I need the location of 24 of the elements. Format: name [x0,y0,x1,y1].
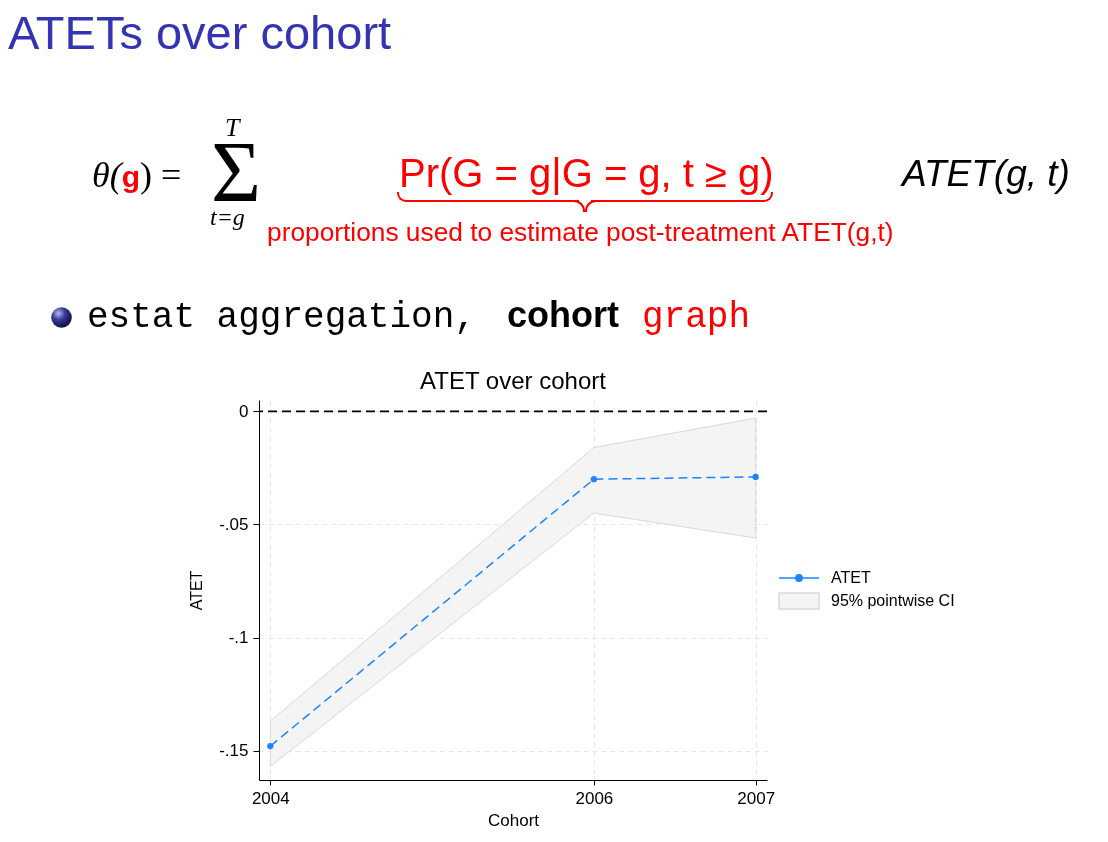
text: graph [642,297,751,338]
chart-title: ATET over cohort [420,367,607,394]
text: proportions used to estimate post-treatment ATET(g,t) [267,217,894,247]
y-tick-label: -.15 [219,741,249,761]
x-tick-label: 2006 [575,788,614,808]
text: cohort [507,294,619,335]
y-tick-label: -.1 [228,628,249,647]
y-tick-label: 0 [239,401,249,421]
x-axis-title: Cohort [487,810,540,830]
point [267,742,274,750]
text: θ( [92,155,122,195]
y-tick-label: -.05 [219,514,249,534]
point [752,473,759,481]
x-tick-label: 2004 [251,788,290,808]
y-axis-title: ATET [188,570,206,611]
legend-label: 95% pointwise CI [831,592,955,609]
point [590,476,598,483]
text: ATETs over cohort [8,6,392,59]
text: estat aggregation, [87,297,476,338]
legend-label: ATET [831,569,871,586]
text: Pr(G = g|G = g, t ≥ g) [399,151,774,195]
x-tick-label: 2007 [737,788,776,808]
text: ATET(g, t) [902,153,1070,195]
text: ) = [140,155,182,195]
